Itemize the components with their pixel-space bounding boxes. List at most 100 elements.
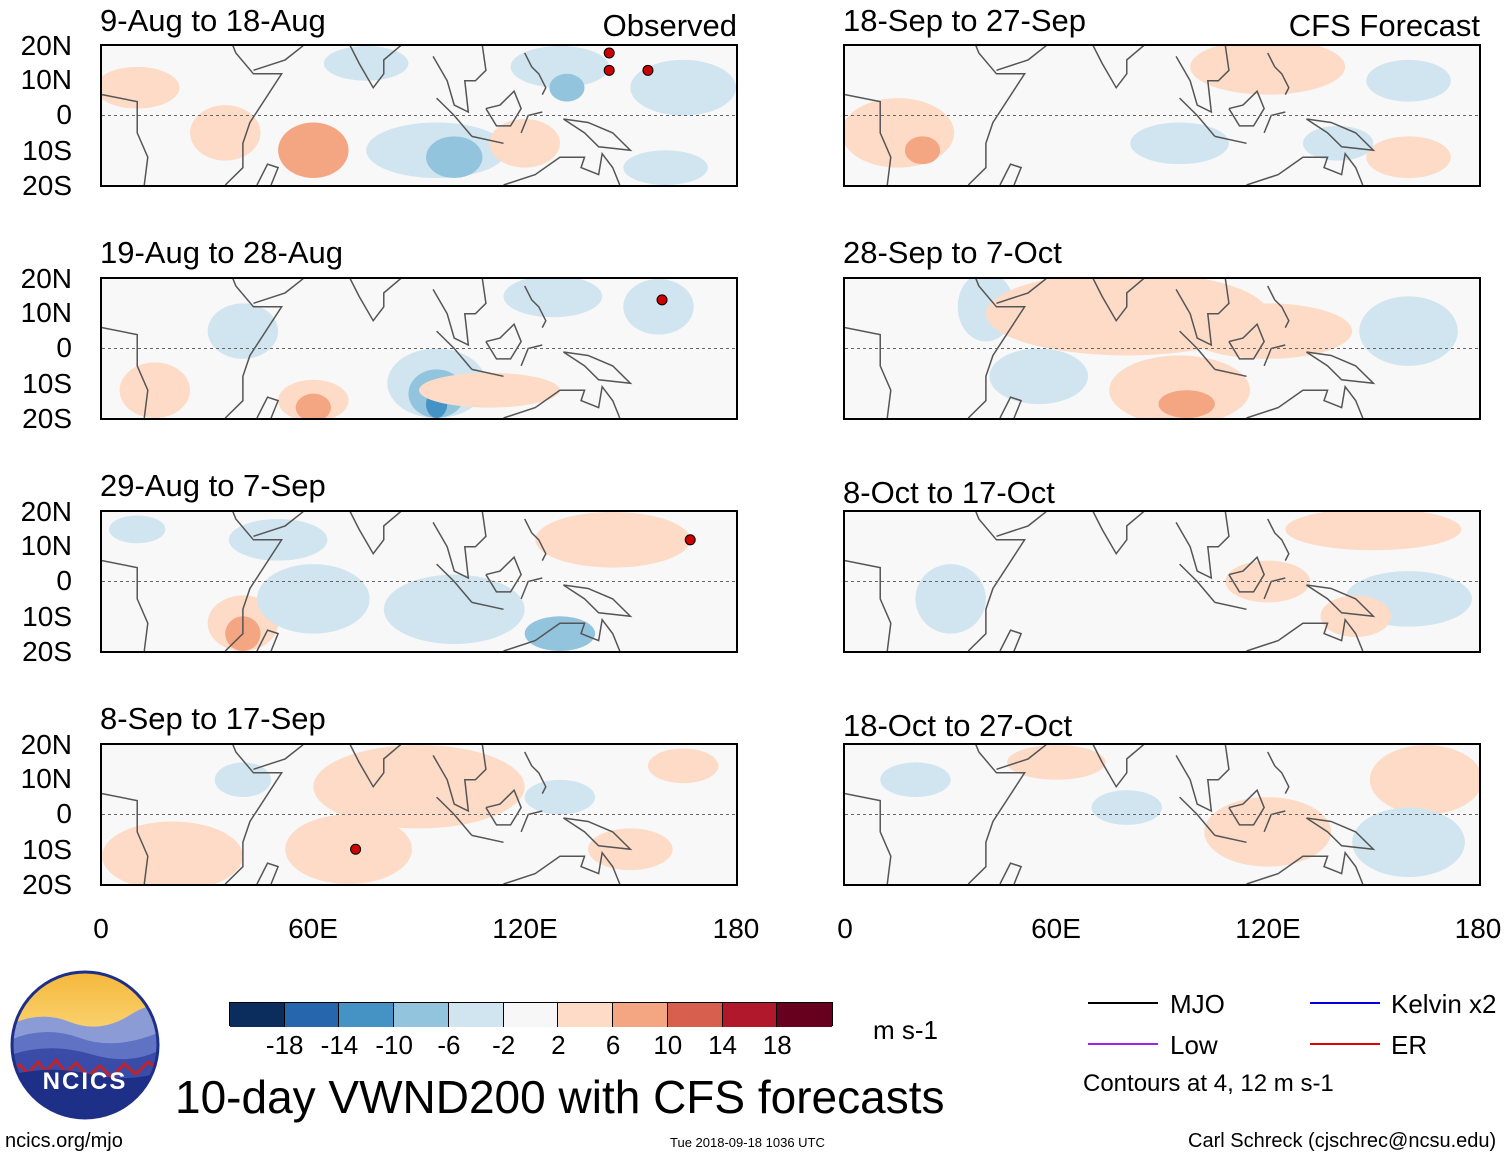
coastline — [471, 834, 504, 844]
colorbar-swatch-6 — [558, 1003, 614, 1027]
coastline — [1175, 745, 1230, 813]
map-canvas-obs4 — [102, 745, 736, 884]
colorbar-swatch-9 — [722, 1003, 778, 1027]
anomaly-patch — [278, 122, 349, 179]
anomaly-patch — [1285, 512, 1462, 551]
legend-line-mjo — [1088, 1002, 1158, 1004]
coastline — [102, 326, 149, 418]
anomaly-patch — [1366, 136, 1451, 179]
anomaly-patch — [623, 279, 694, 335]
anomaly-patch — [419, 372, 560, 408]
lat-label-row3-4: 20S — [22, 636, 72, 667]
coastline — [432, 279, 487, 347]
coastline — [562, 817, 633, 851]
coastline — [503, 850, 621, 884]
coastline — [1092, 512, 1145, 556]
coastline — [996, 279, 1047, 305]
coastline — [224, 745, 284, 884]
coastline — [1305, 817, 1376, 851]
coastline — [1266, 751, 1290, 794]
lat-label-row2-0: 20N — [20, 263, 72, 294]
coastline — [1214, 834, 1247, 844]
anomaly-patch — [904, 136, 941, 165]
coastline — [436, 796, 473, 836]
coastline — [523, 751, 547, 794]
coastline — [1179, 97, 1216, 137]
coastline — [436, 563, 473, 603]
ncics-logo: NCICS — [10, 970, 160, 1120]
lat-label-row2-3: 10S — [22, 368, 72, 399]
map-fc1 — [843, 44, 1481, 187]
anomaly-patch — [880, 762, 951, 798]
map-canvas-obs3 — [102, 512, 736, 651]
coastline — [224, 512, 284, 651]
coastline — [845, 559, 892, 651]
coastline — [1266, 518, 1290, 561]
panel-title-obs3: 29-Aug to 7-Sep — [100, 468, 326, 503]
legend-line-low — [1088, 1043, 1158, 1045]
colorbar-tick: 2 — [551, 1030, 566, 1060]
coastline — [503, 151, 621, 185]
colorbar-tick: -6 — [437, 1030, 461, 1060]
lon-label-60e-left: 60E — [288, 913, 338, 944]
coastline — [845, 792, 892, 884]
map-obs3 — [100, 510, 738, 653]
anomaly-patch — [535, 512, 691, 568]
coastline — [967, 46, 1027, 185]
anomaly-patch — [845, 98, 955, 168]
lon-label-0-left: 0 — [93, 913, 109, 944]
lon-label-120e-right: 120E — [1235, 913, 1301, 944]
anomaly-patch — [510, 46, 610, 88]
coastline — [485, 89, 522, 127]
coastline — [432, 512, 487, 580]
map-canvas-fc1 — [845, 46, 1479, 185]
anomaly-patch — [214, 762, 272, 798]
anomaly-patch — [383, 574, 525, 645]
coastline — [967, 512, 1027, 651]
panel-title-fc2: 28-Sep to 7-Oct — [843, 235, 1062, 270]
panel-title-fc1: 18-Sep to 27-Sep — [843, 3, 1087, 38]
colorbar-tick: -18 — [265, 1030, 304, 1060]
coastline — [523, 52, 547, 95]
lat-label-row2-4: 20S — [22, 403, 72, 434]
map-fc2 — [843, 277, 1481, 420]
colorbar-unit: m s-1 — [873, 1015, 938, 1045]
footer-author[interactable]: Carl Schreck (cjschrec@ncsu.edu) — [1188, 1130, 1497, 1152]
anomaly-patch — [489, 118, 560, 168]
coastline — [224, 46, 284, 185]
colorbar-tick: 14 — [708, 1030, 737, 1060]
coastline — [256, 862, 280, 884]
legend-line-kelvin — [1310, 1002, 1380, 1004]
coastline — [996, 745, 1047, 771]
coastline — [999, 396, 1023, 418]
lat-label-row4-2: 0 — [56, 798, 72, 829]
cfs-forecast-label: CFS Forecast — [1288, 8, 1480, 43]
anomaly-patch — [323, 46, 409, 81]
legend-note: Contours at 4, 12 m s-1 — [1083, 1070, 1334, 1097]
coastline — [485, 788, 522, 826]
anomaly-patch — [207, 303, 279, 359]
lat-label-row3-2: 0 — [56, 565, 72, 596]
colorbar-tick: -2 — [492, 1030, 516, 1060]
anomaly-patch — [190, 105, 261, 161]
coastline — [1228, 788, 1265, 826]
panel-title-obs1: 9-Aug to 18-Aug — [100, 3, 326, 38]
anomaly-patch — [915, 564, 986, 634]
footer-url[interactable]: ncics.org/mjo — [5, 1130, 123, 1152]
storm-icon — [656, 294, 668, 306]
anomaly-patch — [295, 393, 331, 418]
coastline — [1179, 330, 1216, 370]
anomaly-patch — [313, 745, 525, 829]
colorbar-swatch-0 — [230, 1003, 285, 1027]
colorbar-swatch-1 — [284, 1003, 340, 1027]
coastline — [503, 617, 621, 651]
map-canvas-fc2 — [845, 279, 1479, 418]
coastline — [967, 279, 1027, 418]
coastline — [996, 512, 1047, 538]
coastline — [1246, 384, 1364, 418]
anomaly-patch — [1091, 790, 1162, 825]
anomaly-patch — [989, 348, 1089, 405]
coastline — [432, 46, 487, 114]
legend-label-mjo: MJO — [1170, 989, 1225, 1019]
lat-label-row3-1: 10N — [20, 530, 72, 561]
